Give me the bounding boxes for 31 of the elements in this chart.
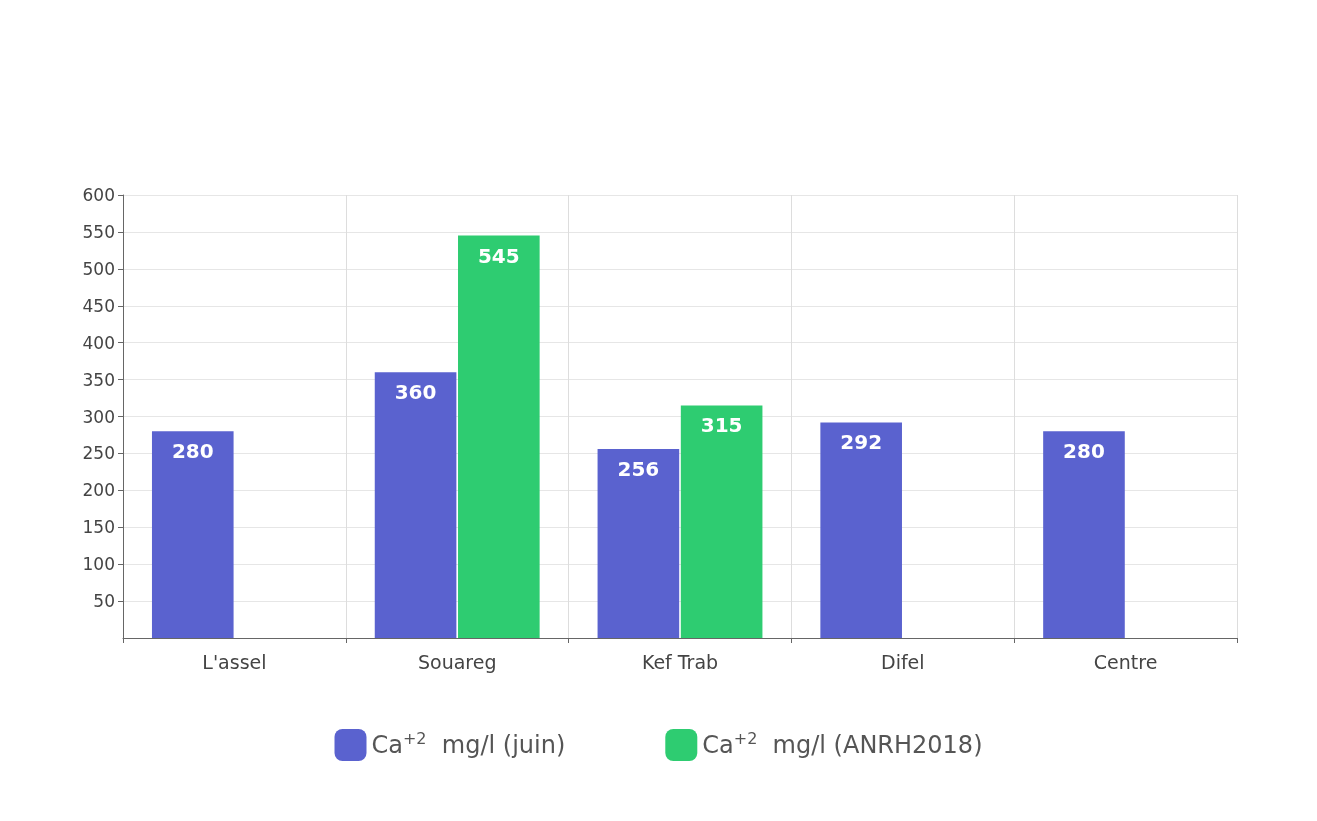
bar <box>458 235 540 638</box>
y-tick-label: 150 <box>82 517 115 538</box>
y-tick-label: 100 <box>82 554 115 575</box>
bar <box>374 372 457 638</box>
y-tick-label: 450 <box>82 295 115 316</box>
y-tick-label: 600 <box>82 185 115 205</box>
bar <box>680 405 763 638</box>
data-label: 292 <box>840 430 883 455</box>
data-label: 280 <box>1063 439 1105 464</box>
data-label: 256 <box>617 456 660 481</box>
y-tick-label: 550 <box>82 221 115 242</box>
bar <box>597 448 680 638</box>
data-label: 315 <box>700 413 743 438</box>
y-tick-label: 250 <box>82 443 115 464</box>
data-label: 360 <box>394 380 437 405</box>
y-tick-label: 400 <box>82 332 115 353</box>
x-tick-label: Centre <box>1093 650 1158 673</box>
data-label: 545 <box>477 243 520 268</box>
x-tick-label: Souareg <box>417 650 497 673</box>
data-label: 280 <box>171 439 214 464</box>
y-tick-label: 300 <box>82 406 115 427</box>
y-tick-label: 50 <box>93 591 115 612</box>
bar <box>820 422 902 638</box>
y-tick-label: 500 <box>82 258 115 279</box>
y-tick-label: 200 <box>82 480 115 501</box>
y-tick-label: 350 <box>82 369 115 390</box>
bar <box>1043 431 1125 638</box>
x-tick-label: Kef Trab <box>641 650 719 673</box>
x-tick-label: L'assel <box>202 650 267 673</box>
bar <box>151 431 234 638</box>
x-tick-label: Difel <box>881 650 925 673</box>
